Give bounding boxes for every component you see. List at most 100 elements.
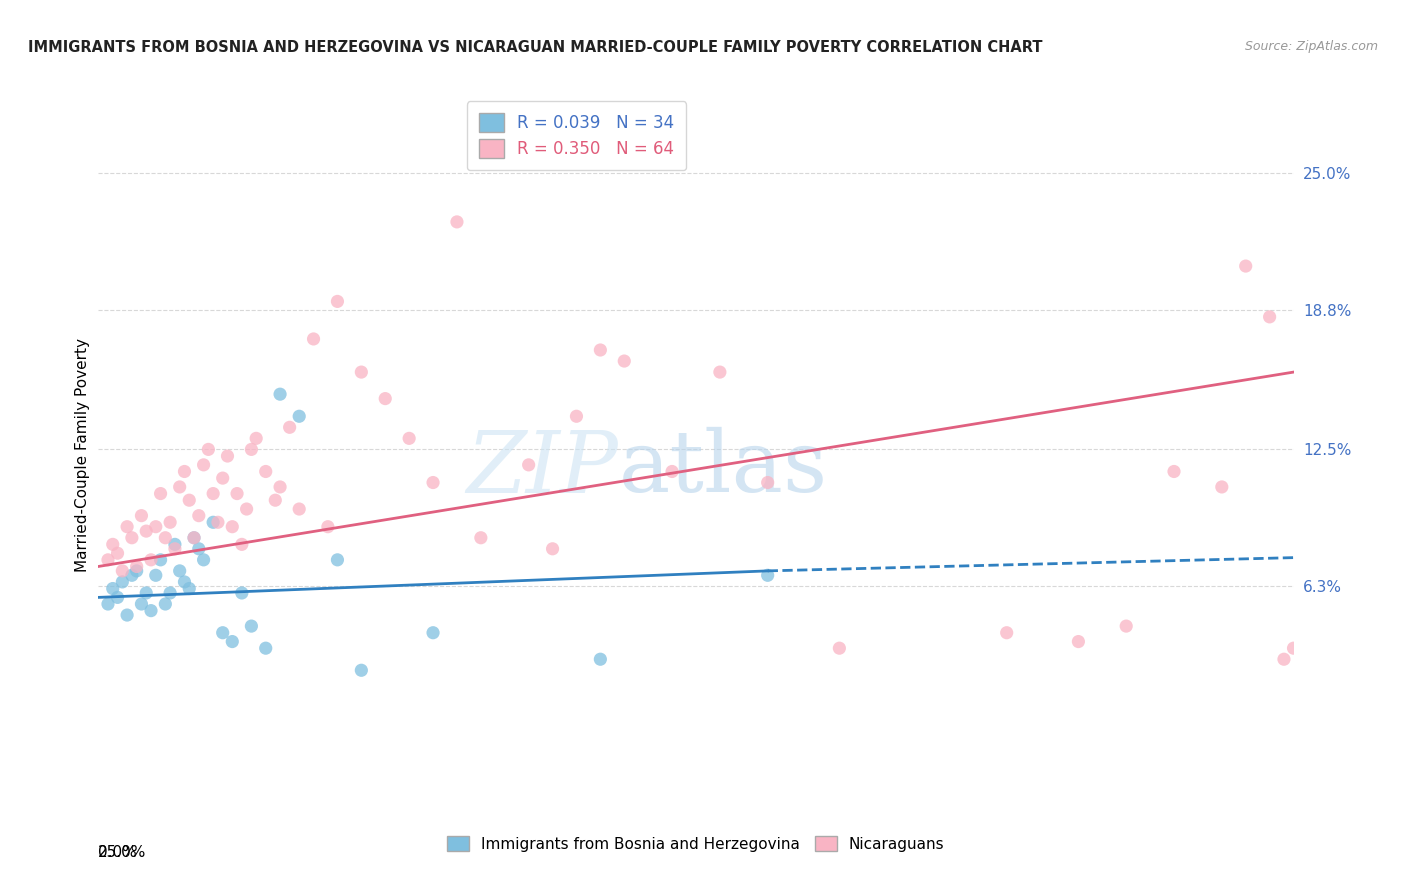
Point xyxy=(240,442,263,457)
Point xyxy=(193,458,215,472)
Point xyxy=(1163,465,1185,479)
Text: Source: ZipAtlas.com: Source: ZipAtlas.com xyxy=(1244,40,1378,54)
Point xyxy=(231,537,253,551)
Point xyxy=(1067,634,1090,648)
Point xyxy=(187,508,209,523)
Point xyxy=(187,541,209,556)
Point xyxy=(350,663,373,677)
Point xyxy=(1258,310,1281,324)
Point xyxy=(125,559,148,574)
Point xyxy=(288,409,311,424)
Point xyxy=(422,475,444,490)
Point xyxy=(125,564,148,578)
Point xyxy=(169,480,191,494)
Point xyxy=(269,480,291,494)
Point xyxy=(709,365,731,379)
Point xyxy=(350,365,373,379)
Point xyxy=(446,215,468,229)
Point xyxy=(107,591,129,605)
Point xyxy=(115,608,138,623)
Point xyxy=(1211,480,1233,494)
Point xyxy=(149,553,172,567)
Point xyxy=(211,471,233,485)
Point xyxy=(278,420,301,434)
Point xyxy=(121,531,143,545)
Point xyxy=(264,493,287,508)
Point xyxy=(269,387,291,401)
Point xyxy=(240,619,263,633)
Text: ZIP: ZIP xyxy=(467,427,619,510)
Y-axis label: Married-Couple Family Poverty: Married-Couple Family Poverty xyxy=(75,338,90,572)
Point xyxy=(179,582,201,596)
Point xyxy=(101,537,124,551)
Point xyxy=(613,354,636,368)
Point xyxy=(211,625,233,640)
Point xyxy=(207,516,229,530)
Point xyxy=(135,524,157,538)
Point xyxy=(111,574,134,589)
Point xyxy=(145,568,167,582)
Point xyxy=(226,486,249,500)
Point xyxy=(131,508,153,523)
Point xyxy=(159,586,181,600)
Point xyxy=(107,546,129,560)
Point xyxy=(97,553,120,567)
Point xyxy=(254,641,277,656)
Point xyxy=(374,392,396,406)
Text: atlas: atlas xyxy=(619,427,827,510)
Point xyxy=(316,519,339,533)
Text: IMMIGRANTS FROM BOSNIA AND HERZEGOVINA VS NICARAGUAN MARRIED-COUPLE FAMILY POVER: IMMIGRANTS FROM BOSNIA AND HERZEGOVINA V… xyxy=(28,40,1043,55)
Point xyxy=(135,586,157,600)
Point xyxy=(221,519,243,533)
Point xyxy=(326,553,349,567)
Point xyxy=(541,541,564,556)
Point xyxy=(159,516,181,530)
Text: 25.0%: 25.0% xyxy=(98,845,146,860)
Point xyxy=(1234,259,1257,273)
Point xyxy=(302,332,325,346)
Point xyxy=(756,475,779,490)
Point xyxy=(163,537,186,551)
Point xyxy=(202,516,225,530)
Point xyxy=(179,493,201,508)
Point xyxy=(145,519,167,533)
Point xyxy=(193,553,215,567)
Point xyxy=(1115,619,1137,633)
Point xyxy=(115,519,138,533)
Point xyxy=(517,458,540,472)
Point xyxy=(139,553,162,567)
Point xyxy=(1282,641,1305,656)
Point xyxy=(131,597,153,611)
Point xyxy=(326,294,349,309)
Legend: Immigrants from Bosnia and Herzegovina, Nicaraguans: Immigrants from Bosnia and Herzegovina, … xyxy=(441,830,950,858)
Point xyxy=(288,502,311,516)
Point xyxy=(245,431,267,445)
Point xyxy=(995,625,1018,640)
Point xyxy=(149,486,172,500)
Point xyxy=(183,531,205,545)
Point xyxy=(398,431,420,445)
Point xyxy=(217,449,239,463)
Point xyxy=(97,597,120,611)
Point xyxy=(121,568,143,582)
Point xyxy=(155,597,177,611)
Point xyxy=(235,502,257,516)
Point xyxy=(828,641,851,656)
Point xyxy=(422,625,444,640)
Point xyxy=(169,564,191,578)
Point xyxy=(111,564,134,578)
Point xyxy=(155,531,177,545)
Point xyxy=(589,652,612,666)
Point xyxy=(221,634,243,648)
Point xyxy=(756,568,779,582)
Point xyxy=(1272,652,1295,666)
Point xyxy=(197,442,219,457)
Text: 0.0%: 0.0% xyxy=(98,845,138,860)
Point xyxy=(139,604,162,618)
Point xyxy=(173,574,195,589)
Point xyxy=(661,465,683,479)
Point xyxy=(173,465,195,479)
Point xyxy=(101,582,124,596)
Point xyxy=(231,586,253,600)
Point xyxy=(470,531,492,545)
